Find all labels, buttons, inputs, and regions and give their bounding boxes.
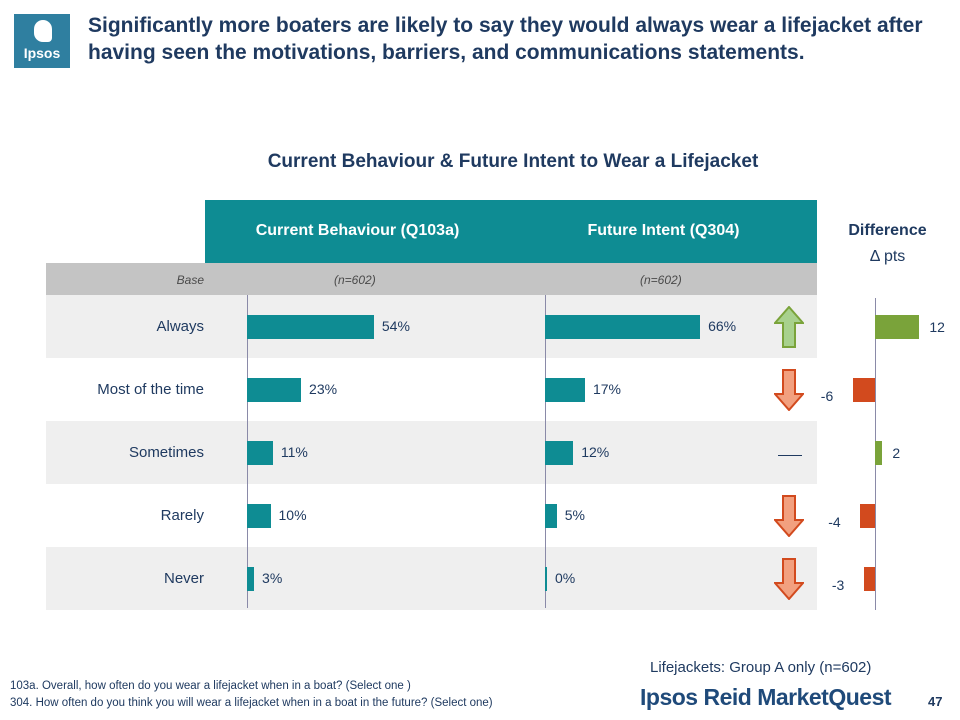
- bar: [247, 377, 302, 402]
- difference-bar: [863, 566, 875, 591]
- bar: [247, 566, 255, 591]
- category-label: Never: [163, 569, 204, 587]
- difference-data-label: 12: [929, 318, 945, 335]
- bar: [545, 566, 547, 591]
- bar: [247, 314, 374, 339]
- bar-data-label: 0%: [555, 569, 576, 586]
- bar: [545, 440, 574, 465]
- bar-data-label: 11%: [280, 443, 308, 460]
- slide-headline: Significantly more boaters are likely to…: [88, 14, 923, 64]
- bar: [545, 503, 557, 528]
- bar-data-label: 5%: [564, 506, 585, 523]
- header-band: [205, 200, 817, 263]
- difference-bar: [875, 440, 883, 465]
- difference-data-label: -6: [820, 387, 834, 404]
- bar-data-label: 17%: [592, 380, 621, 397]
- page-number: 47: [928, 694, 943, 709]
- difference-bar: [860, 503, 875, 528]
- series-header-current: Current Behaviour (Q103a): [255, 222, 460, 239]
- bar: [247, 503, 271, 528]
- footnote-q103a: 103a. Overall, how often do you wear a l…: [10, 680, 411, 692]
- category-row: [46, 421, 817, 484]
- arrow-up-icon: [774, 305, 804, 348]
- bar-data-label: 66%: [708, 317, 737, 334]
- difference-data-label: -3: [831, 576, 845, 593]
- difference-bar: [852, 377, 875, 402]
- arrow-down-icon: [774, 368, 804, 411]
- category-row: [46, 547, 817, 610]
- difference-data-label: -4: [828, 513, 841, 530]
- bar-data-label: 23%: [309, 380, 338, 397]
- difference-title: Difference: [848, 222, 927, 239]
- bar: [247, 440, 273, 465]
- difference-bar: [875, 314, 920, 339]
- ipsos-logo: Ipsos: [14, 14, 70, 68]
- logo-mark-icon: [34, 20, 52, 42]
- brand-logo-text: Ipsos Reid MarketQuest: [640, 684, 892, 710]
- category-label: Rarely: [160, 506, 204, 524]
- no-change-dash-icon: [778, 454, 802, 456]
- bar-data-label: 12%: [581, 443, 610, 460]
- arrow-down-icon: [774, 494, 804, 537]
- logo-text: Ipsos: [23, 45, 61, 61]
- base-label: Base: [176, 273, 204, 287]
- category-label: Always: [156, 317, 204, 335]
- difference-data-label: 2: [892, 444, 901, 461]
- series-header-future: Future Intent (Q304): [587, 222, 740, 239]
- base-band: [46, 263, 817, 295]
- base-future: (n=602): [640, 273, 682, 287]
- category-label: Most of the time: [97, 380, 204, 398]
- group-note: Lifejackets: Group A only (n=602): [650, 659, 872, 676]
- bar-data-label: 54%: [381, 317, 410, 334]
- bar-data-label: 10%: [278, 506, 307, 523]
- difference-subtitle: Δ pts: [869, 248, 906, 265]
- base-current: (n=602): [334, 273, 376, 287]
- arrow-down-icon: [774, 557, 804, 600]
- category-label: Sometimes: [128, 443, 204, 461]
- footnote-q304: 304. How often do you think you will wea…: [10, 697, 493, 709]
- bar: [545, 314, 701, 339]
- bar: [545, 377, 585, 402]
- chart-title: Current Behaviour & Future Intent to Wea…: [267, 151, 759, 172]
- bar-data-label: 3%: [262, 569, 283, 586]
